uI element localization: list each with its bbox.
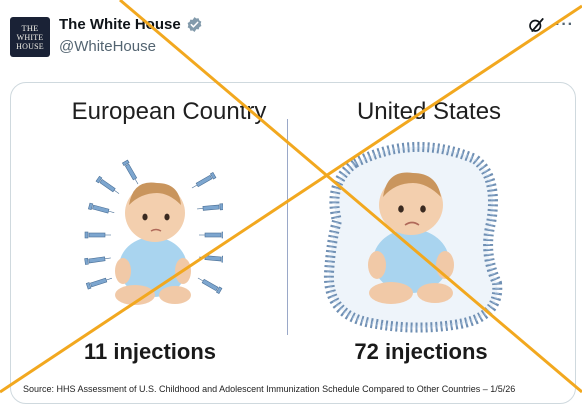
- post-image[interactable]: European Country United States: [10, 82, 576, 404]
- avatar-text-2: WHITE: [16, 32, 44, 42]
- baby-with-few-syringes-illustration: [84, 159, 223, 305]
- verified-badge-icon: [187, 17, 202, 32]
- left-heading: European Country: [71, 98, 267, 125]
- left-injection-count: 11 injections: [83, 339, 217, 364]
- post-actions: ···: [527, 16, 574, 34]
- avatar-text-1: THE: [21, 22, 39, 33]
- avatar-text-3: HOUSE: [16, 41, 44, 51]
- handle[interactable]: @WhiteHouse: [59, 38, 156, 55]
- author-row: The White House: [59, 16, 203, 33]
- grok-icon[interactable]: [527, 16, 545, 34]
- display-name[interactable]: The White House: [59, 16, 181, 33]
- right-injection-count: 72 injections: [354, 339, 488, 364]
- source-caption: Source: HHS Assessment of U.S. Childhood…: [23, 384, 516, 394]
- more-options-button[interactable]: ···: [555, 16, 574, 33]
- divider-line: [287, 119, 288, 335]
- avatar[interactable]: THE WHITE HOUSE: [10, 17, 50, 57]
- baby-surrounded-by-syringes-illustration: [323, 142, 503, 333]
- right-heading: United States: [356, 98, 502, 125]
